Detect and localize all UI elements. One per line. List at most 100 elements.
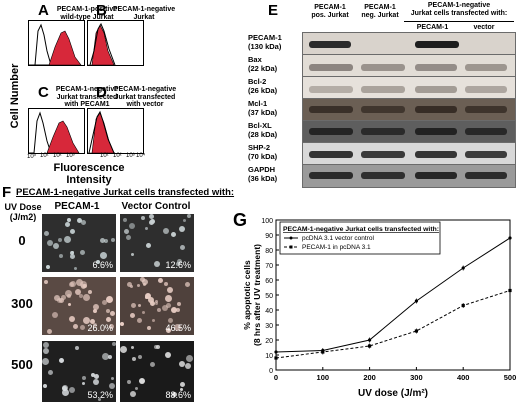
y-tick-label: 70 <box>265 263 273 270</box>
nucleus <box>44 280 48 284</box>
point-series-2 <box>414 329 418 333</box>
nucleus <box>93 304 99 310</box>
blot-band <box>309 41 351 48</box>
micrograph-vector-500: 88.6% <box>120 341 194 402</box>
nucleus <box>142 311 145 314</box>
nucleus <box>94 374 99 379</box>
legend-box <box>279 221 441 255</box>
blot-band <box>309 151 353 158</box>
nucleus <box>147 326 151 330</box>
nucleus <box>91 373 95 377</box>
nucleus <box>165 352 171 358</box>
point-series-1 <box>461 266 465 270</box>
nucleus <box>154 261 160 267</box>
blot-strip-gapdh <box>302 164 516 188</box>
nucleus <box>108 355 112 359</box>
nucleus <box>120 346 127 353</box>
nucleus <box>80 250 85 255</box>
nucleus <box>59 254 63 258</box>
nucleus <box>124 229 129 234</box>
histogram-b <box>87 20 144 66</box>
nucleus <box>93 379 99 385</box>
nucleus <box>70 254 75 259</box>
nucleus <box>150 362 155 367</box>
nucleus <box>185 282 190 287</box>
y-tick-label: 20 <box>265 338 273 345</box>
nucleus <box>79 294 83 298</box>
nucleus <box>171 307 177 313</box>
blot-band <box>361 86 405 93</box>
uv-dose-500: 500 <box>11 357 33 372</box>
point-series-2 <box>274 356 278 360</box>
nucleus <box>155 302 158 305</box>
nucleus <box>180 245 185 250</box>
nucleus <box>90 319 95 324</box>
nucleus <box>62 385 68 391</box>
nucleus <box>104 239 108 243</box>
nucleus <box>148 297 154 303</box>
nucleus <box>98 398 101 401</box>
nucleus <box>71 251 74 254</box>
panel-c-title: PECAM-1-negative Jurkat transfected with P… <box>55 86 119 108</box>
point-series-1 <box>414 299 418 303</box>
panel-c-letter: C <box>38 84 49 101</box>
nucleus <box>102 353 109 360</box>
blot-band <box>415 41 459 48</box>
nucleus <box>65 290 72 297</box>
y-tick-label: 80 <box>265 248 273 255</box>
nucleus <box>140 277 145 282</box>
nucleus <box>62 389 69 396</box>
blot-band <box>465 128 507 135</box>
x-axis-label: UV dose (J/m²) <box>358 388 428 399</box>
nucleus <box>75 346 79 350</box>
nucleus <box>54 295 60 301</box>
blot-band <box>465 151 507 158</box>
nucleus <box>80 281 87 288</box>
nucleus <box>106 296 113 303</box>
nucleus <box>183 219 186 222</box>
panel-d-letter: D <box>96 84 107 101</box>
nucleus <box>68 303 71 306</box>
nucleus <box>176 262 180 266</box>
nucleus <box>165 295 172 302</box>
point-series-1 <box>274 350 278 354</box>
panel-b-letter: B <box>96 2 107 19</box>
blot-band <box>361 151 405 158</box>
nucleus <box>82 376 86 380</box>
blot-strip-bclxl <box>302 120 516 144</box>
micrograph-vector-300: 46.5% <box>120 277 194 335</box>
nucleus <box>83 294 90 301</box>
histogram-a <box>28 20 85 66</box>
nucleus <box>157 308 161 312</box>
nucleus <box>74 267 77 270</box>
nucleus <box>73 324 78 329</box>
nucleus <box>135 387 138 390</box>
nucleus <box>131 253 134 256</box>
blot-band <box>361 106 405 113</box>
nucleus <box>174 324 181 331</box>
point-series-2 <box>368 344 372 348</box>
nucleus <box>67 218 71 222</box>
nucleus <box>80 325 85 330</box>
point-series-1 <box>368 338 372 342</box>
nucleus <box>171 232 176 237</box>
x-tick-label: 100 <box>317 373 330 382</box>
blot-label-bax: Bax (22 kDa) <box>248 55 278 73</box>
nucleus <box>47 240 53 246</box>
nucleus <box>156 345 160 349</box>
blot-band <box>415 151 457 158</box>
micrograph-pecam-300: 26.0% <box>42 277 116 335</box>
col-header-vector: vector <box>473 24 495 31</box>
nucleus <box>46 265 50 269</box>
nucleus <box>180 382 185 387</box>
flow-y-axis-label: Cell Number <box>9 63 21 129</box>
blot-label-pecam1: PECAM-1 (130 kDa) <box>248 33 282 51</box>
nucleus <box>167 287 173 293</box>
nucleus <box>179 226 185 232</box>
nucleus <box>168 318 173 323</box>
nucleus <box>75 289 81 295</box>
nucleus <box>138 304 141 307</box>
blot-strip-bax <box>302 54 516 78</box>
nucleus <box>123 218 127 222</box>
histogram-c-plot <box>29 111 80 153</box>
